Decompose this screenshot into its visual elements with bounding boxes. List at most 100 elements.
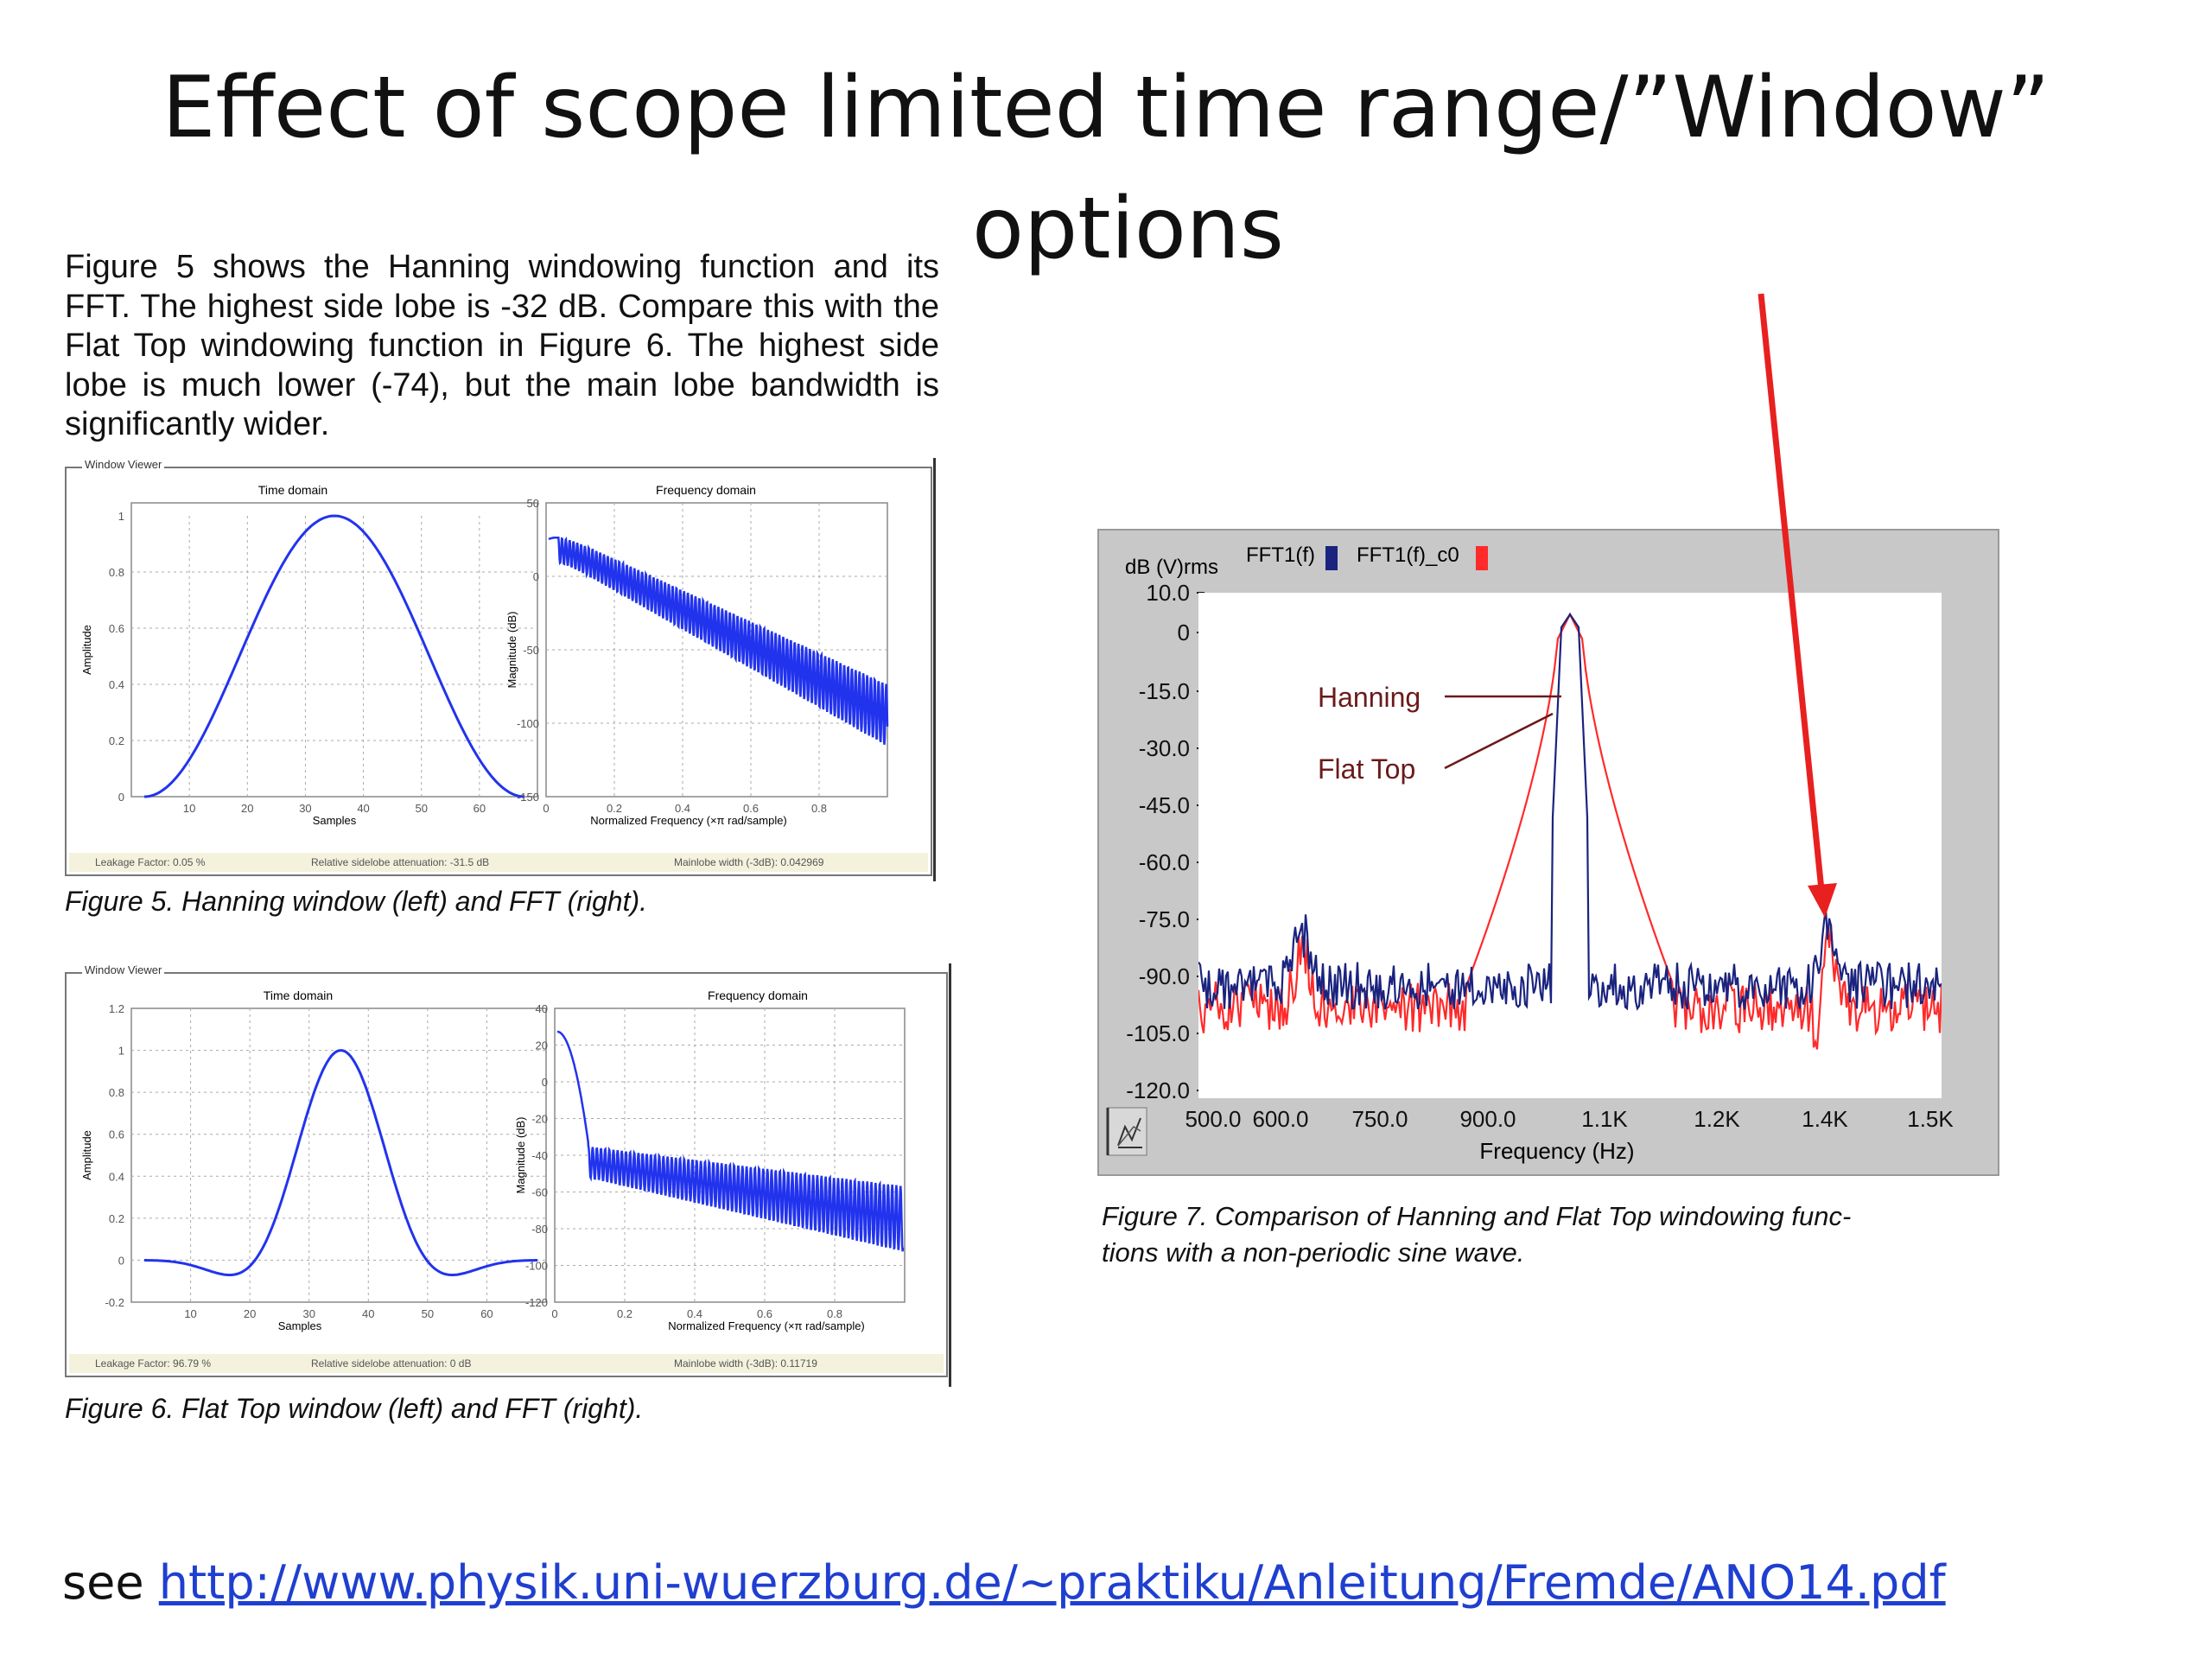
fig6-time-ytick: 0.4: [109, 1170, 124, 1183]
fig6-time-xtick: 20: [244, 1307, 256, 1320]
fig5-time-xtick: 30: [299, 802, 311, 815]
source-link[interactable]: http://www.physik.uni-wuerzburg.de/~prak…: [158, 1555, 1946, 1610]
source-prefix: see: [62, 1555, 159, 1610]
fig7-xtick: 750.0: [1351, 1106, 1408, 1132]
fig6-freq-ytick: -60: [531, 1186, 548, 1199]
fig5-freq-ylabel: Magnitude (dB): [505, 612, 518, 689]
slide-title-continued: options: [972, 180, 1284, 278]
fig7-plot-svg: Hanning Flat Top: [1197, 612, 1943, 1050]
fig6-time-xtick: 10: [184, 1307, 196, 1320]
fig6-freq-ytick: -100: [525, 1260, 548, 1273]
fig6-freq-xtick: 0.6: [757, 1307, 772, 1320]
fig5-freq-xtick: 0.8: [811, 802, 827, 815]
fig7-ytick: -60.0: [1139, 849, 1190, 875]
fig6-freq-ytick: -120: [525, 1296, 548, 1309]
fig7-legend-2-swatch: [1476, 546, 1488, 570]
fig6-time-xtick: 40: [362, 1307, 374, 1320]
fig6-freq-ytick: -20: [531, 1113, 548, 1126]
fig7-xtick: 900.0: [1459, 1106, 1516, 1132]
fig7-annotation-hanning: Hanning: [1318, 682, 1421, 713]
fig6-fft-curve: [557, 1030, 905, 1252]
fig5-time-xlabel: Samples: [313, 814, 357, 827]
fig5-hanning-curve: [143, 514, 525, 798]
fig5-time-ytick: 0.4: [109, 678, 124, 691]
fig6-freq-ylabel: Magnitude (dB): [514, 1117, 527, 1194]
fig7-xlabel: Frequency (Hz): [1479, 1138, 1634, 1164]
fig5-plots: Time domain 10.80.60.40.20 10 20 30 40 50 60 …: [80, 483, 889, 827]
fig6-time-xtick: 50: [422, 1307, 434, 1320]
fig6-time-xtick: 60: [480, 1307, 493, 1320]
slide-title: Effect of scope limited time range/”Wind…: [162, 59, 2050, 157]
fig5-fft-curve: [548, 536, 889, 745]
fig5-freq-ytick: -100: [517, 717, 539, 730]
fig7-annotation-flattop: Flat Top: [1318, 753, 1415, 785]
fig6-freq-xtick: 0: [551, 1307, 557, 1320]
fig5-freq-xtick: 0.4: [675, 802, 690, 815]
fig5-time-ylabel: Amplitude: [80, 625, 93, 675]
fig5-time-xtick: 10: [183, 802, 195, 815]
source-line: see http://www.physik.uni-wuerzburg.de/~…: [62, 1555, 1946, 1610]
fig7-ytick: -45.0: [1139, 792, 1190, 818]
fig5-time-xtick: 50: [415, 802, 427, 815]
fig6-time-ytick: 0.6: [109, 1128, 124, 1141]
fig5-freq-xlabel: Normalized Frequency (×π rad/sample): [590, 814, 787, 827]
fig5-time-xtick: 20: [241, 802, 253, 815]
fig6-freq-xtick: 0.2: [617, 1307, 632, 1320]
fig5-caption: Figure 5. Hanning window (left) and FFT …: [65, 886, 648, 917]
fig7-caption-line1: Figure 7. Comparison of Hanning and Flat…: [1102, 1201, 1852, 1231]
fig6-freq-ytick: -80: [531, 1223, 548, 1236]
fig7-xtick: 1.4K: [1802, 1106, 1848, 1132]
fig7-xtick: 500.0: [1185, 1106, 1241, 1132]
intro-paragraph: Figure 5 shows the Hanning windowing fun…: [65, 249, 939, 442]
fig6-edge: [949, 963, 951, 1387]
fig5-time-xtick: 40: [357, 802, 369, 815]
fig6-attenuation: Relative sidelobe attenuation: 0 dB: [311, 1357, 472, 1370]
fig7-plot-area: Hanning Flat Top: [1197, 593, 1943, 1098]
fig6-time-axes: [130, 1007, 547, 1303]
fig6-panel: Window Viewer Time domain 1.2 1 0.8 0.6 0.4 0…: [65, 963, 948, 1377]
fig6-time-ytick: 1: [118, 1045, 124, 1058]
fig6-freq-title: Frequency domain: [708, 988, 808, 1002]
fig6-freq-xtick: 0.4: [687, 1307, 702, 1320]
fig6-time-ytick: 0.8: [109, 1086, 124, 1099]
fig5-freq-ytick: 0: [533, 570, 539, 583]
fig5-infobar: Leakage Factor: 0.05 % Relative sidelobe…: [69, 853, 928, 872]
fig5-edge: [933, 458, 936, 881]
fig6-time-xtick: 30: [302, 1307, 315, 1320]
fig5-leakage: Leakage Factor: 0.05 %: [95, 856, 206, 868]
fig6-time-ytick: 0: [118, 1254, 124, 1267]
fig5-time-title: Time domain: [258, 483, 327, 497]
fig5-freq-xtick: 0: [543, 802, 549, 815]
fig7-ytick: 10.0: [1146, 580, 1190, 606]
fig5-freq-title: Frequency domain: [656, 483, 756, 497]
fig7-ytick: -15.0: [1139, 678, 1190, 704]
fig6-time-ytick: 0.2: [109, 1212, 124, 1225]
fig5-freq-ytick: 50: [527, 497, 539, 510]
fig5-time-ytick: 1: [118, 510, 124, 523]
fig7-unit-label: dB (V)rms: [1125, 556, 1218, 579]
fig6-infobar: Leakage Factor: 96.79 % Relative sidelob…: [69, 1354, 944, 1373]
fig6-time-xlabel: Samples: [278, 1319, 322, 1332]
fig6-time-ylabel: Amplitude: [80, 1130, 93, 1180]
chart-tool-icon: [1106, 1107, 1147, 1156]
fig6-freq-ytick: 0: [542, 1076, 548, 1089]
fig7-legend-1: FFT1(f): [1246, 543, 1315, 567]
fig5-frame-label: Window Viewer: [82, 458, 165, 471]
fig5-time-ytick: 0.6: [109, 622, 124, 635]
fig6-frame-label: Window Viewer: [82, 963, 165, 976]
fig5-time-xtick: 60: [474, 802, 486, 815]
fig7-caption-line2: tions with a non-periodic sine wave.: [1102, 1237, 1525, 1268]
fig5-time-axes: [130, 502, 538, 798]
fig6-flattop-curve: [144, 1049, 537, 1277]
fig7-legend-2: FFT1(f)_c0: [1357, 543, 1459, 567]
fig7-ytick: -105.0: [1126, 1020, 1190, 1046]
fig6-freq-xtick: 0.8: [827, 1307, 842, 1320]
fig7-ytick: -120.0: [1126, 1077, 1190, 1103]
fig5-mainlobe: Mainlobe width (-3dB): 0.042969: [674, 856, 824, 868]
fig5-freq-ytick: -150: [517, 791, 539, 804]
fig5-time-ytick: 0: [118, 791, 124, 804]
fig7-flattop-leader: [1444, 712, 1554, 770]
fig6-time-ytick: -0.2: [105, 1296, 124, 1309]
fig6-freq-xlabel: Normalized Frequency (×π rad/sample): [668, 1319, 865, 1332]
fig5-panel: Window Viewer Time domain 1 0.8 0.6 0.4 0.2 0…: [65, 458, 932, 876]
